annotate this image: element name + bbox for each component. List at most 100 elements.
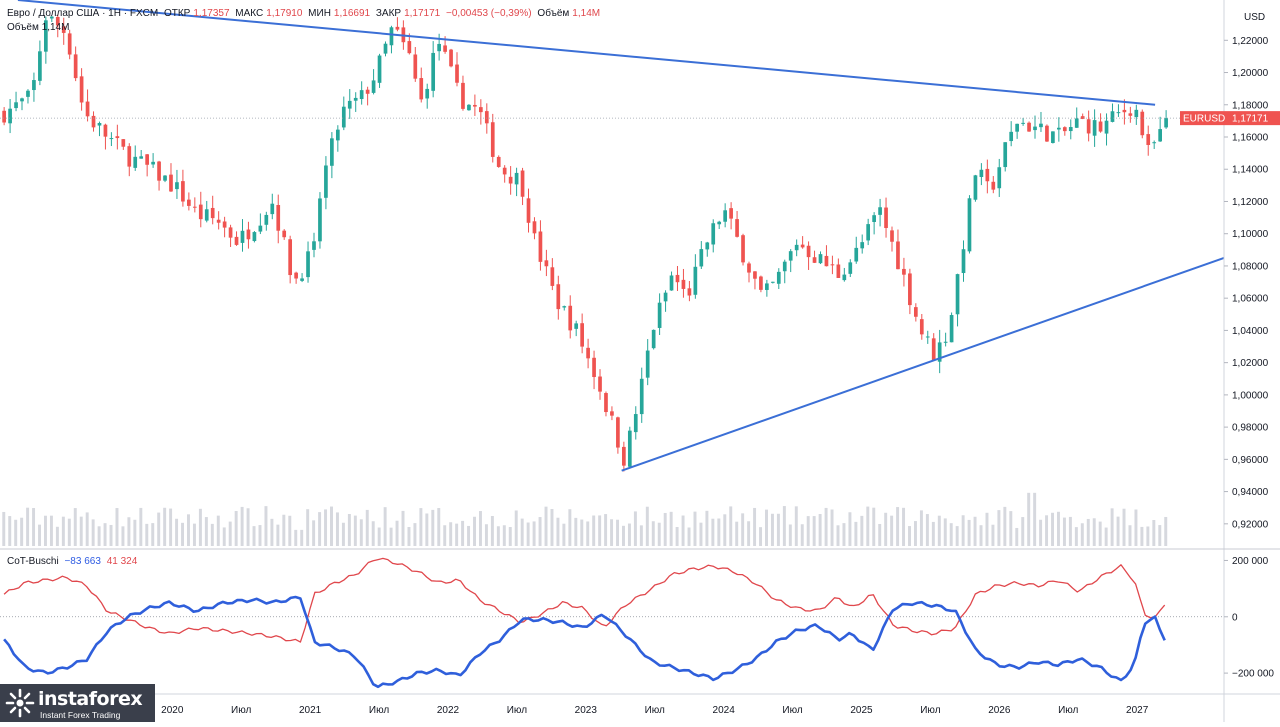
candle-body <box>431 52 436 91</box>
candle-body <box>1062 127 1067 132</box>
candle-body <box>335 129 340 141</box>
volume-bar <box>282 514 286 546</box>
volume-bar <box>586 521 590 546</box>
volume-bar <box>1027 492 1031 546</box>
time-tick-label: 2021 <box>299 705 322 716</box>
volume-bar <box>1116 516 1120 546</box>
candle-body <box>681 279 686 289</box>
volume-bar <box>169 508 173 546</box>
volume-bar <box>8 516 12 546</box>
volume-bar <box>890 515 894 546</box>
candle-body <box>878 207 882 215</box>
volume-bar <box>622 525 625 546</box>
volume-bar <box>1021 517 1025 546</box>
candle-body <box>919 319 924 335</box>
candle-body <box>1110 111 1115 122</box>
candle-body <box>187 199 191 206</box>
candle-body <box>461 82 465 109</box>
candle-body <box>568 305 573 331</box>
volume-bar <box>461 520 465 546</box>
candle-body <box>610 411 614 416</box>
volume-bar <box>931 521 935 546</box>
low-value: 1,16691 <box>333 8 371 19</box>
volume-bar <box>532 521 536 546</box>
time-tick-label: 2023 <box>575 705 598 716</box>
time-tick-label: 2025 <box>850 705 873 716</box>
candle-body <box>407 41 412 54</box>
volume-bar <box>842 523 846 546</box>
volume-bar <box>562 523 566 546</box>
volume-bar <box>330 506 333 546</box>
volume-bar <box>782 506 786 546</box>
last-price-symbol: EURUSD <box>1183 114 1225 125</box>
volume-bar <box>884 512 888 546</box>
candle-body <box>657 302 662 328</box>
resistance-trendline[interactable] <box>17 0 1156 106</box>
volume-bar <box>377 527 381 546</box>
volume-legend: Объём 1,14M <box>7 22 72 33</box>
volume-bar <box>687 527 691 546</box>
candle-body <box>300 278 304 281</box>
candle-body <box>1134 109 1139 118</box>
volume-bar <box>1134 509 1138 546</box>
brand-tagline: Instant Forex Trading <box>40 710 121 720</box>
last-price-value: 1,17171 <box>1232 114 1269 125</box>
price-tick-label: 1,06000 <box>1232 294 1269 305</box>
candle-body <box>812 257 817 263</box>
price-tick-label: 0,94000 <box>1232 487 1269 498</box>
candle-body <box>79 76 84 103</box>
candle-body <box>198 204 203 220</box>
volume-bar <box>1104 527 1108 546</box>
volume-bar <box>407 527 411 546</box>
cot-blue-line <box>3 595 1166 689</box>
candle-body <box>264 214 269 225</box>
candle-body <box>1116 112 1121 114</box>
volume-bar <box>127 517 131 546</box>
candle-body <box>765 283 769 290</box>
candle-body <box>1068 127 1073 132</box>
volume-bar <box>365 509 369 546</box>
candle-body <box>276 205 281 231</box>
candle-body <box>1051 131 1055 143</box>
candle-body <box>151 161 155 165</box>
candle-body <box>395 26 400 30</box>
volume-bar <box>181 522 185 546</box>
volume-bar <box>252 526 256 546</box>
candle-body <box>753 271 757 279</box>
volume-bar <box>383 507 387 546</box>
candle-body <box>169 174 173 192</box>
price-tick-label: 0,96000 <box>1232 455 1269 466</box>
volume-bar <box>806 516 810 546</box>
candle-body <box>377 55 382 83</box>
candle-body <box>127 146 132 167</box>
candle-body <box>1086 119 1091 134</box>
candle-body <box>330 138 334 166</box>
support-trendline[interactable] <box>621 256 1225 472</box>
volume-bar <box>919 510 923 546</box>
candle-body <box>902 268 906 275</box>
volume-bar <box>216 515 220 546</box>
volume-bar <box>133 519 137 546</box>
volume-bar <box>1074 527 1078 546</box>
candle-body <box>514 172 519 185</box>
volume-bar <box>878 523 882 546</box>
candle-body <box>848 262 853 274</box>
candle-body <box>61 26 66 33</box>
volume-bar <box>228 521 232 546</box>
volume-bar <box>49 515 53 546</box>
volume-bar <box>610 519 614 546</box>
volume-bar <box>723 514 727 546</box>
volume-bar <box>1033 492 1037 546</box>
candle-body <box>1152 142 1157 144</box>
volume-bar <box>651 521 655 546</box>
candle-body <box>1140 111 1145 136</box>
candle-body <box>318 198 322 242</box>
candle-body <box>210 207 215 219</box>
candle-body <box>991 181 996 190</box>
price-tick-label: 1,12000 <box>1232 197 1269 208</box>
candle-body <box>1057 127 1061 130</box>
indicator-tick-label: 0 <box>1232 612 1238 623</box>
candle-body <box>890 230 894 242</box>
